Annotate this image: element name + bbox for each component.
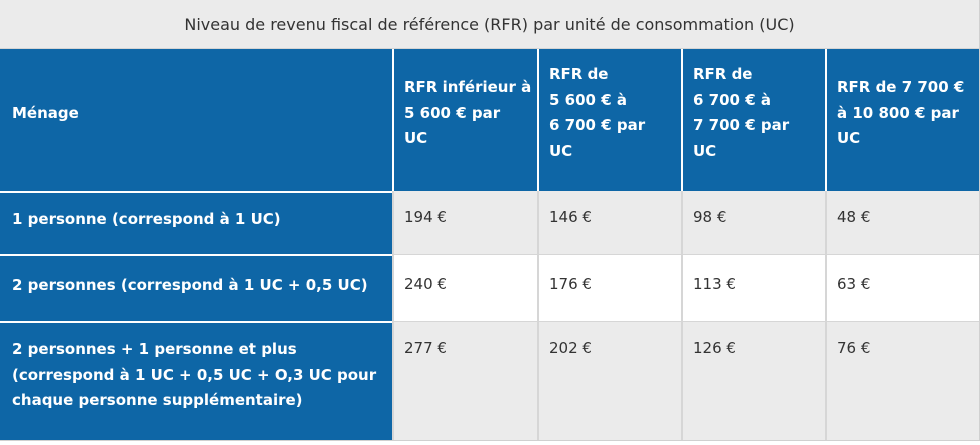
- table-cell-value: 176 €: [549, 275, 592, 293]
- table-cell: 48 €: [825, 191, 979, 254]
- header-col-2-line: RFR de: [549, 65, 609, 83]
- table-cell-value: 240 €: [404, 275, 447, 293]
- table-cell: 63 €: [825, 254, 979, 321]
- table-cell-value: 202 €: [549, 339, 592, 357]
- table-cell-value: 194 €: [404, 208, 447, 226]
- table-cell-value: 113 €: [693, 275, 736, 293]
- row-label: 2 personnes (correspond à 1 UC + 0,5 UC): [0, 254, 392, 321]
- row-label-line: 2 personnes (correspond à 1 UC + 0,5 UC): [12, 276, 368, 294]
- header-col-2-line: UC: [549, 141, 573, 160]
- header-col-1: RFR inférieur à 5 600 € par UC: [392, 49, 537, 191]
- table-caption: Niveau de revenu fiscal de référence (RF…: [0, 0, 979, 49]
- header-col-2: RFR de 5 600 € à 6 700 € par UC: [537, 49, 681, 191]
- header-col-4-line: RFR de 7 700 €: [837, 78, 965, 96]
- row-label-line: chaque personne supplémentaire): [12, 391, 303, 409]
- header-col-2-line: 5 600 € à: [549, 90, 627, 109]
- row-label-line: (correspond à 1 UC + 0,5 UC + O,3 UC pou…: [12, 365, 377, 384]
- table-cell: 113 €: [681, 254, 825, 321]
- header-col-3-line: RFR de: [693, 65, 753, 83]
- header-col-3-line: 6 700 € à: [693, 90, 771, 109]
- header-menage-label: Ménage: [12, 104, 79, 122]
- header-menage: Ménage: [0, 49, 392, 191]
- header-col-1-line: 5 600 € par: [404, 103, 501, 122]
- table-cell-value: 146 €: [549, 208, 592, 226]
- table-cell: 194 €: [392, 191, 537, 254]
- header-col-4-line: UC: [837, 129, 861, 147]
- table-cell: 98 €: [681, 191, 825, 254]
- row-label-line: 2 personnes + 1 personne et plus: [12, 340, 297, 358]
- header-col-2-line: 6 700 € par: [549, 116, 646, 134]
- table-cell: 202 €: [537, 321, 681, 440]
- header-col-1-line: UC: [404, 129, 428, 147]
- row-label: 2 personnes + 1 personne et plus (corres…: [0, 321, 392, 440]
- table-cell-value: 63 €: [837, 275, 871, 293]
- header-col-3: RFR de 6 700 € à 7 700 € par UC: [681, 49, 825, 191]
- header-col-3-line: UC: [693, 141, 717, 160]
- header-col-1-line: RFR inférieur à: [404, 78, 532, 96]
- table-cell-value: 277 €: [404, 339, 447, 357]
- table-cell: 76 €: [825, 321, 979, 440]
- table-cell-value: 76 €: [837, 339, 871, 357]
- table-cell-value: 126 €: [693, 339, 736, 357]
- table-cell-value: 48 €: [837, 208, 871, 226]
- table-cell: 126 €: [681, 321, 825, 440]
- header-col-3-line: 7 700 € par: [693, 116, 790, 134]
- table-cell: 277 €: [392, 321, 537, 440]
- table-cell: 176 €: [537, 254, 681, 321]
- row-label-line: 1 personne (correspond à 1 UC): [12, 210, 281, 228]
- table-cell: 240 €: [392, 254, 537, 321]
- table-cell-value: 98 €: [693, 208, 727, 226]
- row-label: 1 personne (correspond à 1 UC): [0, 191, 392, 254]
- header-col-4: RFR de 7 700 € à 10 800 € par UC: [825, 49, 979, 191]
- header-col-4-line: à 10 800 € par: [837, 103, 959, 122]
- table-cell: 146 €: [537, 191, 681, 254]
